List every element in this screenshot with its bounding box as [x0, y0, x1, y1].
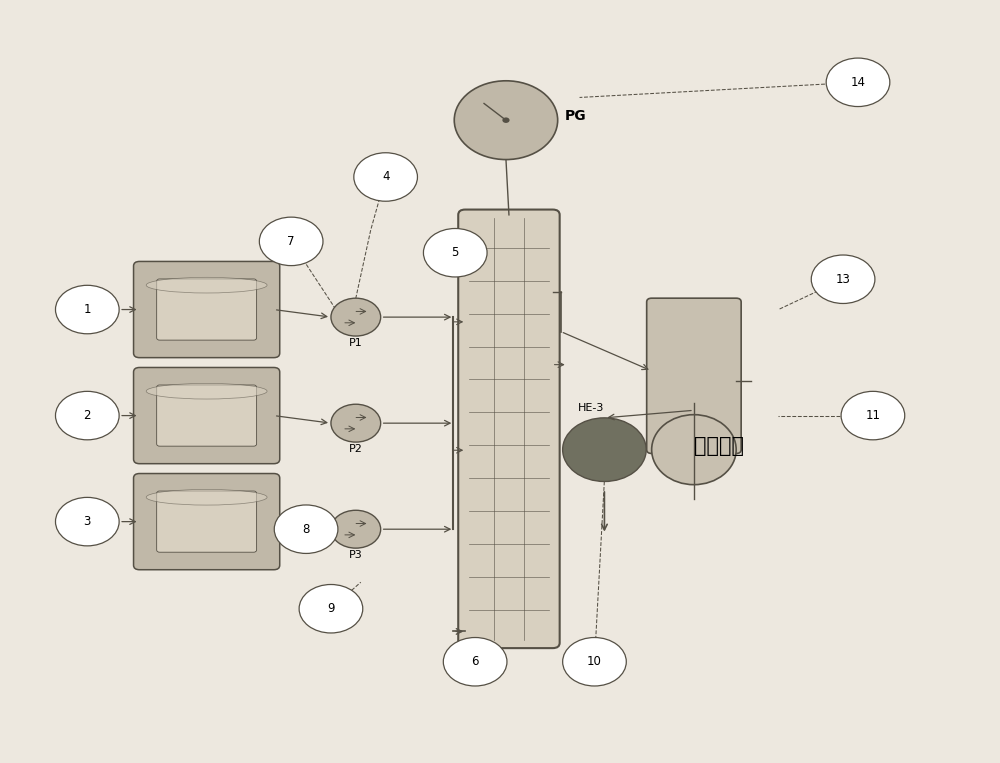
FancyBboxPatch shape: [134, 368, 280, 464]
FancyBboxPatch shape: [647, 298, 741, 453]
Circle shape: [299, 584, 363, 633]
Text: 13: 13: [836, 272, 851, 286]
Ellipse shape: [146, 277, 267, 293]
Circle shape: [55, 497, 119, 546]
Text: 9: 9: [327, 602, 335, 615]
Text: 8: 8: [302, 523, 310, 536]
Text: 14: 14: [850, 76, 866, 89]
Text: 6: 6: [471, 655, 479, 668]
Circle shape: [331, 510, 381, 548]
Circle shape: [443, 638, 507, 686]
Text: P2: P2: [349, 443, 363, 454]
Text: HE-3: HE-3: [578, 403, 604, 413]
FancyBboxPatch shape: [134, 262, 280, 358]
Circle shape: [454, 81, 558, 159]
Text: P3: P3: [349, 549, 363, 559]
FancyBboxPatch shape: [458, 210, 560, 648]
Circle shape: [274, 505, 338, 553]
Text: 5: 5: [452, 246, 459, 259]
Ellipse shape: [146, 489, 267, 505]
Circle shape: [826, 58, 890, 107]
Circle shape: [563, 418, 646, 481]
Circle shape: [259, 217, 323, 266]
Text: 7: 7: [287, 235, 295, 248]
Text: 10: 10: [587, 655, 602, 668]
Ellipse shape: [146, 383, 267, 399]
Circle shape: [354, 153, 417, 201]
Text: 3: 3: [84, 515, 91, 528]
Text: 2: 2: [84, 409, 91, 422]
Text: PG: PG: [565, 109, 586, 124]
Text: 11: 11: [865, 409, 880, 422]
Circle shape: [55, 391, 119, 439]
FancyBboxPatch shape: [134, 474, 280, 570]
Circle shape: [841, 391, 905, 439]
Text: 1: 1: [84, 303, 91, 316]
Text: P1: P1: [349, 337, 363, 348]
Circle shape: [502, 118, 510, 123]
Circle shape: [423, 228, 487, 277]
FancyBboxPatch shape: [157, 385, 257, 446]
Circle shape: [331, 404, 381, 442]
Circle shape: [331, 298, 381, 336]
Text: 下一阶段: 下一阶段: [694, 436, 744, 456]
Circle shape: [563, 638, 626, 686]
FancyBboxPatch shape: [157, 279, 257, 340]
Text: 4: 4: [382, 170, 389, 183]
Circle shape: [55, 285, 119, 333]
Ellipse shape: [652, 414, 736, 485]
FancyBboxPatch shape: [157, 491, 257, 552]
Circle shape: [811, 255, 875, 304]
